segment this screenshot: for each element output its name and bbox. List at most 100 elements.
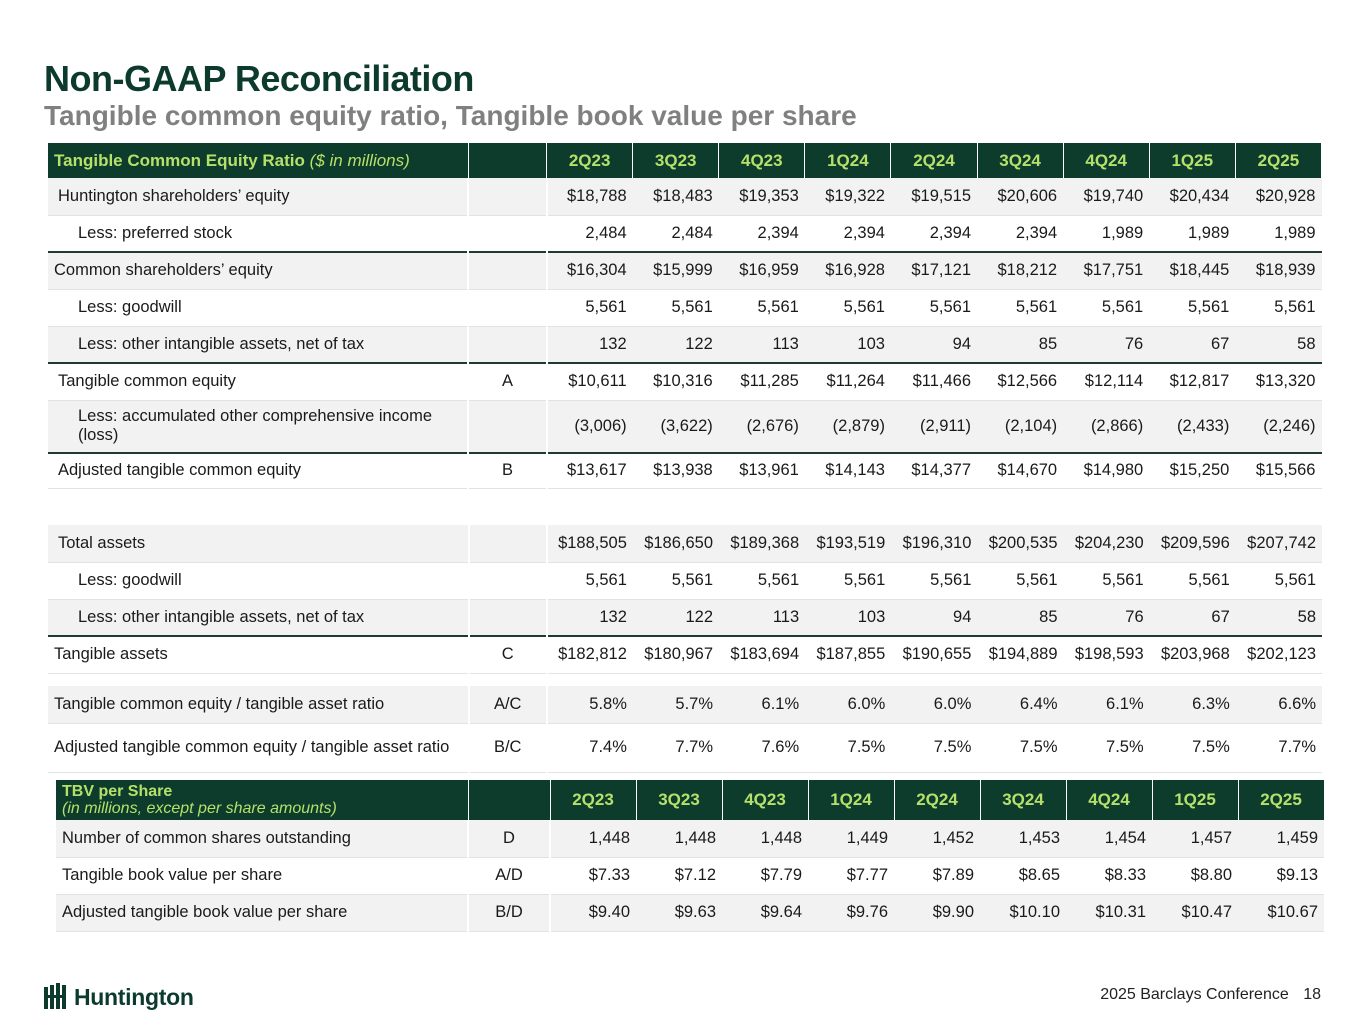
row-label: Less: goodwill: [48, 289, 470, 327]
huntington-logo: Huntington: [44, 983, 194, 1011]
value-cell: $10.47: [1152, 894, 1238, 932]
value-cell: $8.80: [1152, 857, 1238, 895]
row-reference: [468, 326, 548, 364]
period-header: 1Q25: [1149, 143, 1236, 178]
period-header: 3Q24: [980, 780, 1067, 820]
row-label: Less: preferred stock: [48, 215, 470, 253]
value-cell: 2,394: [977, 215, 1064, 253]
ratio-table: Tangible common equity / tangible asset …: [48, 686, 1322, 773]
row-reference: C: [468, 635, 548, 674]
table-row: Tangible assets C $182,812 $180,967 $183,694…: [48, 635, 1322, 674]
value-cell: 1,989: [1063, 215, 1150, 253]
row-label: Huntington shareholders’ equity: [48, 178, 470, 216]
value-cell: $20,434: [1149, 178, 1236, 216]
table-row: Number of common shares outstanding D 1,44…: [56, 820, 1324, 858]
value-cell: (2,433): [1149, 400, 1236, 454]
value-cell: 6.6%: [1235, 686, 1322, 724]
value-cell: 5,561: [805, 562, 892, 600]
period-header: 2Q25: [1238, 780, 1325, 820]
value-cell: 5.7%: [632, 686, 720, 724]
value-cell: $198,593: [1063, 635, 1150, 674]
value-cell: $13,938: [632, 452, 719, 489]
period-header: 3Q24: [977, 143, 1064, 178]
value-cell: 132: [546, 599, 633, 637]
period-header: 2Q24: [894, 780, 981, 820]
page-number: 18: [1303, 986, 1321, 1003]
row-reference: [468, 562, 548, 600]
value-cell: 76: [1063, 599, 1150, 637]
value-cell: $183,694: [719, 635, 806, 674]
value-cell: $9.64: [722, 894, 808, 932]
value-cell: $10,316: [632, 362, 719, 401]
row-label: Tangible book value per share: [56, 857, 469, 895]
row-label: Tangible assets: [48, 635, 470, 674]
value-cell: 1,989: [1149, 215, 1236, 253]
value-cell: $10.67: [1238, 894, 1324, 932]
value-cell: $9.63: [636, 894, 722, 932]
value-cell: 58: [1235, 326, 1322, 364]
row-reference: [468, 215, 548, 253]
value-cell: 2,394: [718, 215, 805, 253]
value-cell: 7.5%: [977, 723, 1064, 773]
period-header: 4Q24: [1066, 780, 1153, 820]
value-cell: 67: [1149, 599, 1236, 637]
value-cell: 2,484: [632, 215, 719, 253]
value-cell: 2,394: [804, 215, 891, 253]
value-cell: $11,285: [718, 362, 805, 401]
value-cell: $10,611: [546, 362, 633, 401]
row-label: Adjusted tangible common equity / tangib…: [48, 723, 470, 773]
value-cell: $12,566: [977, 362, 1064, 401]
value-cell: $203,968: [1149, 635, 1236, 674]
row-label: Total assets: [48, 525, 470, 563]
period-header: 2Q25: [1235, 143, 1323, 178]
value-cell: 6.0%: [805, 686, 892, 724]
value-cell: $9.13: [1238, 857, 1324, 895]
value-cell: 5,561: [977, 562, 1064, 600]
value-cell: 76: [1063, 326, 1150, 364]
value-cell: $180,967: [632, 635, 720, 674]
value-cell: $17,751: [1063, 251, 1150, 290]
period-header: 4Q23: [718, 143, 806, 178]
value-cell: $11,264: [804, 362, 891, 401]
value-cell: 7.7%: [1235, 723, 1322, 773]
value-cell: 5,561: [632, 562, 720, 600]
value-cell: $16,959: [718, 251, 805, 290]
row-reference: D: [468, 820, 551, 858]
value-cell: $10.10: [980, 894, 1066, 932]
value-cell: 5,561: [632, 289, 719, 327]
value-cell: $187,855: [805, 635, 892, 674]
value-cell: 122: [632, 326, 719, 364]
table-row: Total assets $188,505 $186,650 $189,368 $193…: [48, 525, 1322, 563]
table-row: Less: goodwill 5,561 5,561 5,561 5,561 5,561 5…: [48, 289, 1322, 327]
table-row: Less: other intangible assets, net of ta…: [48, 599, 1322, 637]
value-cell: $193,519: [805, 525, 892, 563]
value-cell: $9.40: [550, 894, 636, 932]
value-cell: 1,454: [1066, 820, 1152, 858]
table-row: Tangible common equity / tangible asset …: [48, 686, 1322, 724]
row-label: Adjusted tangible book value per share: [56, 894, 469, 932]
logo-text: Huntington: [74, 983, 194, 1010]
value-cell: $10.31: [1066, 894, 1152, 932]
value-cell: 58: [1235, 599, 1322, 637]
value-cell: 5,561: [546, 289, 633, 327]
row-label: Number of common shares outstanding: [56, 820, 469, 858]
row-reference: A/D: [468, 857, 551, 895]
value-cell: $8.33: [1066, 857, 1152, 895]
row-reference: [468, 525, 548, 563]
value-cell: $18,483: [632, 178, 719, 216]
value-cell: 94: [890, 326, 978, 364]
page-title: Non-GAAP Reconciliation: [44, 58, 474, 99]
row-reference: A/C: [468, 686, 548, 724]
value-cell: $17,121: [890, 251, 978, 290]
value-cell: $20,606: [977, 178, 1064, 216]
value-cell: $20,928: [1235, 178, 1322, 216]
row-reference: B/D: [468, 894, 551, 932]
value-cell: (2,866): [1063, 400, 1150, 454]
value-cell: 103: [805, 599, 892, 637]
period-header: 1Q24: [804, 143, 892, 178]
value-cell: $202,123: [1235, 635, 1322, 674]
row-label: Less: accumulated other comprehensive in…: [48, 400, 470, 454]
value-cell: $182,812: [546, 635, 633, 674]
value-cell: $7.33: [550, 857, 636, 895]
row-label: Less: goodwill: [48, 562, 470, 600]
